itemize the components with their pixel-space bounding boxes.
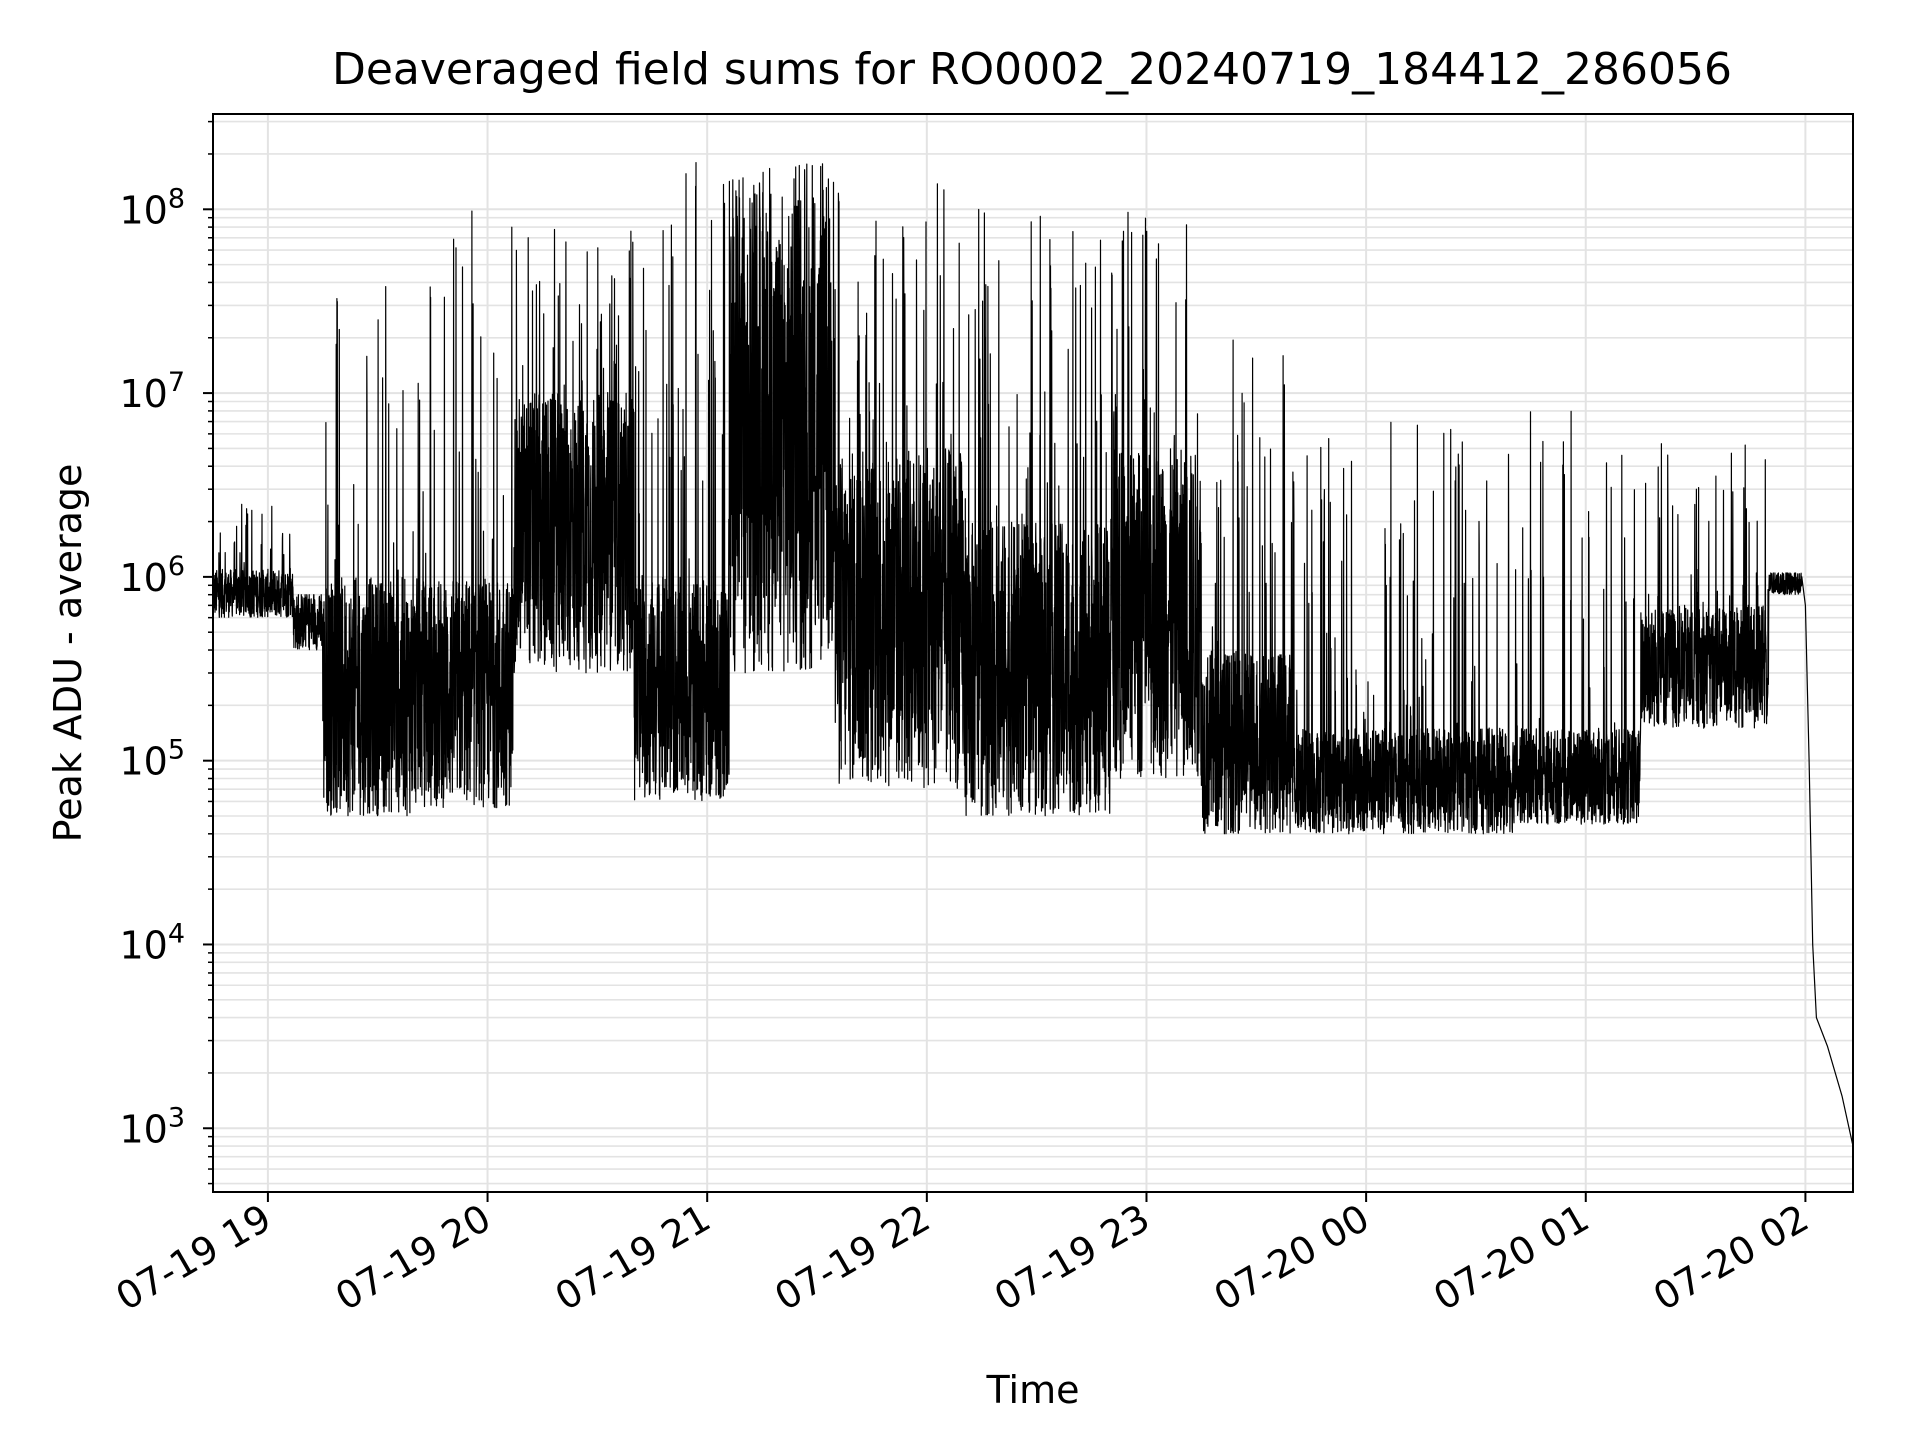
y-tick-label: 106 [119, 551, 185, 600]
series-group [212, 162, 1854, 1147]
y-tick-label: 107 [119, 367, 185, 416]
y-tick-label: 103 [119, 1102, 185, 1151]
series-line [212, 162, 1854, 1147]
plot-frame [212, 113, 1854, 1193]
y-axis: 103 104 105 106 107 108 [119, 120, 213, 1185]
y-axis-label: Peak ADU - average [46, 464, 90, 843]
x-axis-label: Time [986, 1368, 1080, 1412]
y-tick-label: 105 [119, 735, 185, 784]
y-tick-label: 108 [119, 183, 185, 232]
y-tick-label: 104 [119, 918, 185, 967]
chart-title: Deaveraged field sums for RO0002_2024071… [332, 44, 1732, 95]
